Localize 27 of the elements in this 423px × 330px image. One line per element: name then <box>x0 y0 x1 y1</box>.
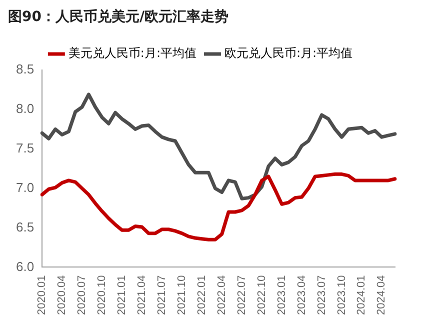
x-tick-label: 2022.07 <box>236 275 248 316</box>
x-tick-label: 2021.10 <box>176 275 188 316</box>
y-tick-label: 6.0 <box>16 258 34 274</box>
x-tick-label: 2023.01 <box>276 275 288 316</box>
x-tick-label: 2024.01 <box>356 275 368 316</box>
chart-title: 图90：人民币兑美元/欧元汇率走势 <box>8 8 230 27</box>
x-tick-label: 2023.10 <box>336 275 348 316</box>
y-tick-label: 7.0 <box>16 180 34 195</box>
y-tick-label: 6.5 <box>16 219 34 234</box>
x-tick-label: 2023.07 <box>316 275 328 316</box>
x-tick-label: 2021.04 <box>136 275 148 316</box>
x-tick-label: 2023.04 <box>296 275 308 316</box>
x-tick-label: 2024.04 <box>376 275 388 316</box>
x-tick-label: 2020.10 <box>96 275 108 316</box>
legend-label: 美元兑人民币:月:平均值 <box>68 46 197 60</box>
x-tick-label: 2022.01 <box>196 275 208 316</box>
y-tick-label: 7.5 <box>16 140 34 156</box>
x-tick-label: 2021.07 <box>156 275 168 316</box>
y-tick-label: 8.5 <box>16 62 34 77</box>
y-tick-label: 8.0 <box>16 101 34 116</box>
legend-label: 欧元兑人民币:月:平均值 <box>224 46 353 60</box>
x-tick-label: 2020.07 <box>76 275 88 316</box>
x-tick-label: 2021.01 <box>116 275 128 316</box>
x-tick-label: 2022.04 <box>216 275 228 316</box>
x-tick-label: 2020.01 <box>36 275 48 316</box>
x-tick-label: 2022.10 <box>256 275 268 316</box>
x-tick-label: 2020.04 <box>56 275 68 316</box>
